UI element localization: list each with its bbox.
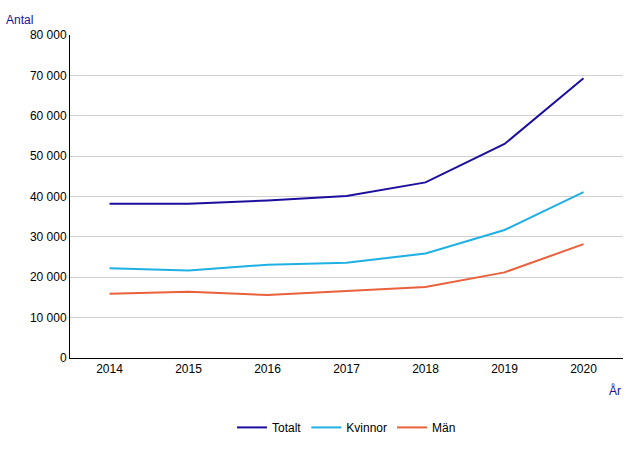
svg-text:Kvinnor: Kvinnor	[346, 421, 387, 435]
svg-text:70 000: 70 000	[30, 69, 67, 83]
svg-text:Antal: Antal	[6, 13, 33, 27]
svg-text:60 000: 60 000	[30, 109, 67, 123]
svg-text:40 000: 40 000	[30, 190, 67, 204]
svg-text:30 000: 30 000	[30, 230, 67, 244]
svg-text:2014: 2014	[96, 362, 123, 376]
svg-text:10 000: 10 000	[30, 311, 67, 325]
svg-text:20 000: 20 000	[30, 270, 67, 284]
svg-text:Män: Män	[432, 421, 455, 435]
svg-text:2017: 2017	[333, 362, 360, 376]
svg-text:År: År	[609, 383, 621, 398]
svg-text:50 000: 50 000	[30, 149, 67, 163]
svg-text:0: 0	[60, 351, 67, 365]
svg-text:2018: 2018	[412, 362, 439, 376]
svg-text:2015: 2015	[175, 362, 202, 376]
svg-text:2020: 2020	[570, 362, 597, 376]
svg-text:2016: 2016	[254, 362, 281, 376]
svg-text:2019: 2019	[491, 362, 518, 376]
svg-text:Totalt: Totalt	[272, 421, 301, 435]
svg-text:80 000: 80 000	[30, 28, 67, 42]
